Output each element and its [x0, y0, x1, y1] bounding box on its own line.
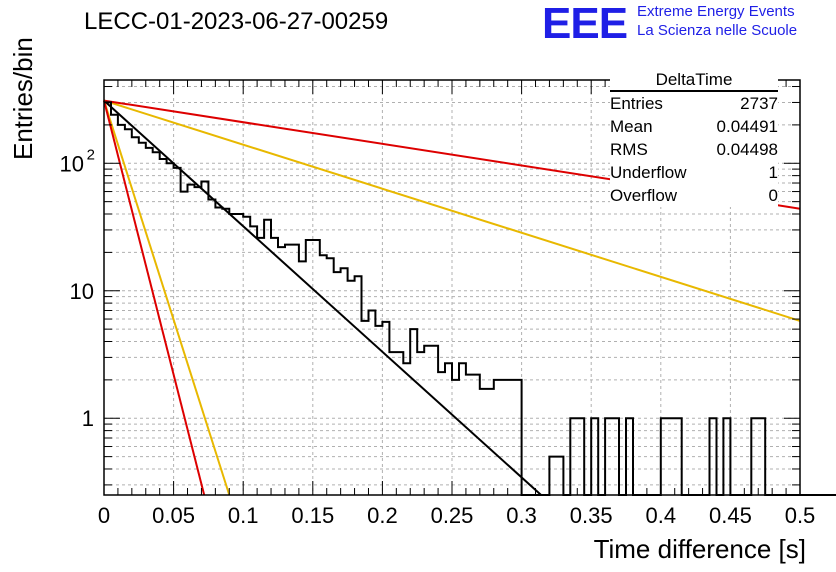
y-tick-label: 10 — [60, 151, 84, 176]
x-tick-labels: 0 0.05 0.1 0.15 0.2 0.25 0.3 0.35 0.4 0.45 0.5 — [98, 503, 815, 528]
fit-line — [103, 100, 231, 496]
stats-label: RMS — [610, 140, 648, 159]
stats-label: Overflow — [610, 186, 678, 205]
x-tick-label: 0.5 — [785, 503, 816, 528]
y-tick-label: 1 — [82, 406, 94, 431]
x-tick-label: 0.3 — [506, 503, 537, 528]
grid-lines — [103, 80, 801, 495]
stats-label: Underflow — [610, 163, 687, 182]
x-tick-label: 0.35 — [570, 503, 613, 528]
stats-title: DeltaTime — [610, 70, 778, 92]
stats-row: Underflow 1 — [610, 161, 778, 184]
x-tick-label: 0.25 — [431, 503, 474, 528]
stats-value: 0 — [768, 186, 778, 205]
stats-row: RMS 0.04498 — [610, 138, 778, 161]
x-tick-label: 0.15 — [291, 503, 334, 528]
fit-line — [103, 100, 206, 496]
fit-lines — [103, 99, 801, 496]
logo-tagline-2: La Scienza nelle Scuole — [637, 22, 798, 39]
y-tick-label: 10 — [70, 279, 94, 304]
stats-row: Mean 0.04491 — [610, 115, 778, 138]
x-tick-label: 0 — [98, 503, 110, 528]
x-tick-label: 0.1 — [228, 503, 259, 528]
page-title: LECC-01-2023-06-27-00259 — [84, 8, 389, 35]
stats-value: 1 — [768, 163, 778, 182]
stats-label: Entries — [610, 94, 663, 113]
stats-value: 0.04491 — [716, 117, 778, 136]
eee-logo: EEE — [542, 0, 628, 48]
stats-row: Entries 2737 — [610, 92, 778, 115]
stats-label: Mean — [610, 117, 653, 136]
x-tick-label: 0.2 — [367, 503, 398, 528]
x-axis-label: Time difference [s] — [593, 534, 806, 564]
fit-line — [103, 99, 801, 322]
x-tick-label: 0.4 — [646, 503, 677, 528]
logo-tagline-1: Extreme Energy Events — [637, 3, 795, 20]
stats-value: 2737 — [740, 94, 778, 113]
stats-value: 0.04498 — [716, 140, 778, 159]
y-tick-label-exponent: 2 — [87, 146, 95, 163]
x-tick-label: 0.45 — [709, 503, 752, 528]
y-axis-label: Entries/bin — [8, 37, 38, 160]
stats-row: Overflow 0 — [610, 184, 778, 207]
stats-box: DeltaTime Entries 2737 Mean 0.04491 RMS … — [610, 70, 778, 207]
fit-line — [103, 99, 542, 496]
x-tick-label: 0.05 — [152, 503, 195, 528]
